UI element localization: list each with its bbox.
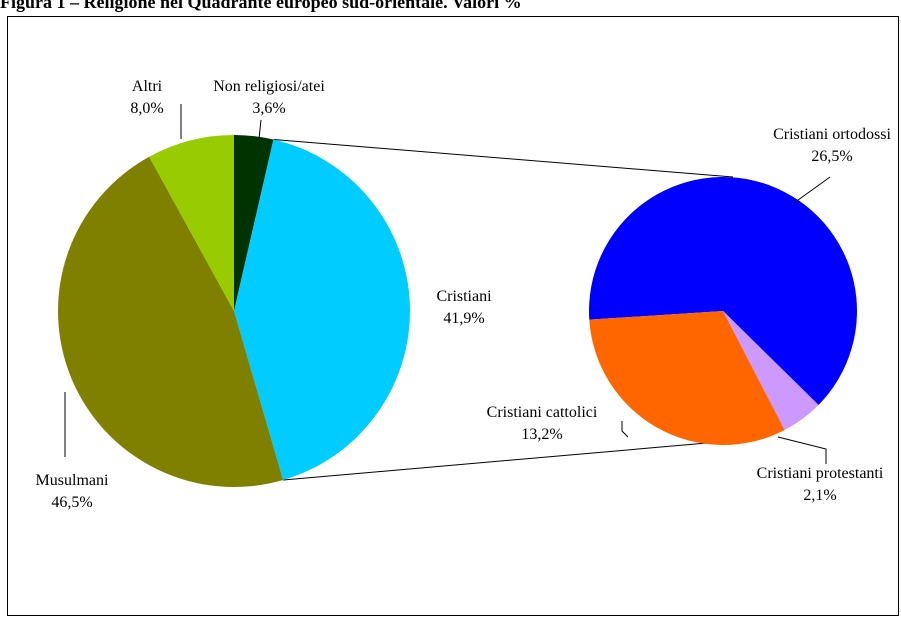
data-label-cristiani: Cristiani 41,9%	[436, 288, 492, 327]
slice-value-cristiani-ortodossi: 26,5%	[811, 148, 852, 165]
slice-label-musulmani: Musulmani	[36, 472, 109, 489]
slice-value-cristiani: 41,9%	[443, 310, 484, 327]
slice-value-musulmani: 46,5%	[51, 494, 92, 511]
pie-slice-altri	[149, 135, 234, 311]
connector-line-bottom	[283, 438, 754, 481]
connector-lines	[273, 139, 754, 481]
pie-slice-non-religiosi-atei	[234, 135, 274, 311]
connector-line-top	[273, 139, 734, 178]
slice-label-cristiani-protestanti: Cristiani protestanti	[757, 465, 884, 482]
data-label-cristiani-ortodossi: Cristiani ortodossi 26,5%	[773, 126, 891, 165]
leader-line-cristiani-protestanti	[777, 436, 827, 464]
figure-title: Figura 1 – Religione nel Quadrante europ…	[0, 0, 522, 12]
slice-label-altri: Altri	[132, 78, 163, 95]
slice-value-altri: 8,0%	[130, 100, 163, 117]
slice-label-cristiani-cattolici: Cristiani cattolici	[487, 404, 598, 421]
pie-slice-cristiani-ortodossi	[589, 177, 858, 405]
data-label-cristiani-protestanti: Cristiani protestanti 2,1%	[757, 465, 884, 504]
data-labels: Non religiosi/atei 3,6% Cristiani 41,9% Musu…	[36, 78, 892, 511]
leader-line-cristiani-ortodossi	[793, 176, 831, 204]
main-pie	[58, 135, 411, 487]
data-label-musulmani: Musulmani 46,5%	[36, 472, 109, 511]
slice-value-cristiani-cattolici: 13,2%	[521, 426, 562, 443]
pie-slice-cristiani	[234, 139, 411, 481]
data-label-cristiani-cattolici: Cristiani cattolici 13,2%	[487, 404, 598, 443]
slice-label-cristiani: Cristiani	[436, 288, 492, 305]
data-label-altri: Altri 8,0%	[130, 78, 163, 117]
slice-label-non-religiosi-atei: Non religiosi/atei	[213, 78, 325, 95]
chart-frame: Non religiosi/atei 3,6% Cristiani 41,9% Musu…	[7, 16, 899, 616]
leader-lines	[64, 104, 831, 464]
pie-slice-musulmani	[58, 156, 284, 487]
secondary-pie	[589, 177, 858, 445]
pie-slice-cristiani-protestanti	[723, 311, 819, 430]
slice-value-non-religiosi-atei: 3,6%	[252, 100, 285, 117]
pie-slice-cristiani-cattolici	[589, 311, 785, 445]
leader-line-cristiani-cattolici	[621, 421, 629, 438]
leader-line-non-religiosi-atei	[258, 119, 262, 140]
slice-value-cristiani-protestanti: 2,1%	[803, 487, 836, 504]
pie-of-pie-chart: Non religiosi/atei 3,6% Cristiani 41,9% Musu…	[36, 78, 892, 511]
slice-label-cristiani-ortodossi: Cristiani ortodossi	[773, 126, 891, 143]
data-label-non-religiosi-atei: Non religiosi/atei 3,6%	[213, 78, 325, 117]
